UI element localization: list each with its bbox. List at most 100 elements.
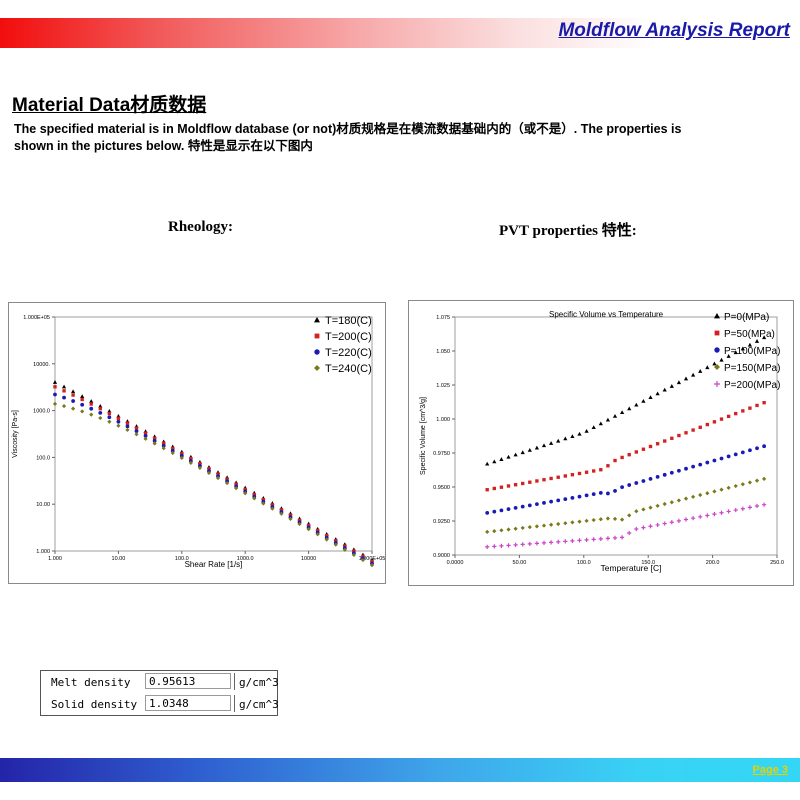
data-point xyxy=(634,509,639,514)
y-tick-label: 1.075 xyxy=(436,315,450,321)
intro-text: The specified material is in Moldflow da… xyxy=(14,121,794,155)
data-point xyxy=(535,502,539,506)
legend-marker xyxy=(714,313,720,319)
x-axis-label: Shear Rate [1/s] xyxy=(185,560,243,569)
data-point xyxy=(698,462,703,467)
data-point xyxy=(726,509,731,514)
data-point xyxy=(534,541,540,546)
data-point xyxy=(53,392,57,397)
data-point xyxy=(570,495,575,500)
y-tick-label: 1.000 xyxy=(436,417,450,423)
data-point xyxy=(677,433,681,438)
data-point xyxy=(143,431,148,435)
data-point xyxy=(655,391,660,396)
data-point xyxy=(297,518,302,522)
data-point xyxy=(80,409,85,414)
data-point xyxy=(627,513,632,518)
melt-density-unit: g/cm^3 xyxy=(239,676,279,689)
legend-marker xyxy=(714,347,720,353)
data-point xyxy=(712,489,717,494)
data-point xyxy=(107,415,112,420)
data-point xyxy=(89,406,94,411)
data-point xyxy=(89,412,94,417)
data-point xyxy=(485,510,490,515)
data-point xyxy=(315,528,320,533)
data-point xyxy=(627,483,632,487)
data-point xyxy=(577,471,582,476)
data-point xyxy=(252,496,257,501)
data-point xyxy=(719,487,724,492)
data-point xyxy=(641,479,646,483)
data-point xyxy=(570,538,575,543)
legend-label: T=180(C) xyxy=(325,315,372,327)
data-point xyxy=(116,416,121,421)
legend-label: P=50(MPa) xyxy=(724,329,775,340)
data-point xyxy=(648,395,653,400)
data-point xyxy=(171,446,175,451)
data-point xyxy=(698,369,703,373)
legend-label: P=0(MPa) xyxy=(724,312,769,323)
legend-marker xyxy=(314,349,320,355)
data-point xyxy=(116,423,121,428)
data-point xyxy=(334,539,338,543)
data-point xyxy=(492,509,497,514)
data-point xyxy=(577,538,582,543)
data-point xyxy=(598,517,603,522)
column-divider xyxy=(234,673,235,690)
data-point xyxy=(662,521,667,526)
data-point xyxy=(747,342,753,347)
data-point xyxy=(492,486,496,491)
x-tick-label: 250.0 xyxy=(770,560,784,566)
data-point xyxy=(161,446,166,451)
data-point xyxy=(648,444,653,449)
data-point xyxy=(705,422,709,427)
data-point xyxy=(369,563,375,568)
data-point xyxy=(584,429,589,433)
data-point xyxy=(612,414,618,418)
data-point xyxy=(563,539,568,544)
y-axis-label: Viscosity [Pa-s] xyxy=(12,410,19,458)
data-point xyxy=(306,527,311,532)
data-point xyxy=(492,459,497,464)
data-point xyxy=(549,540,554,545)
data-point xyxy=(71,399,76,403)
data-point xyxy=(485,488,489,492)
intro-line-1: The specified material is in Moldflow da… xyxy=(14,122,682,136)
solid-density-row: Solid density 1.0348 g/cm^3 xyxy=(41,693,279,715)
data-point xyxy=(598,421,603,426)
data-point xyxy=(627,453,631,457)
data-point xyxy=(598,490,603,495)
page-number-link[interactable]: Page 3 xyxy=(752,764,788,776)
data-point xyxy=(662,501,667,507)
data-point xyxy=(351,552,356,558)
data-point xyxy=(712,420,717,424)
data-point xyxy=(485,461,490,466)
legend-marker xyxy=(314,333,320,339)
data-point xyxy=(521,481,525,486)
data-point xyxy=(655,522,660,528)
data-point xyxy=(719,357,724,362)
pvt-chart: Specific Volume vs Temperature 0.0000 50.0… xyxy=(420,310,784,573)
data-point xyxy=(534,445,540,450)
data-point xyxy=(762,335,767,340)
data-point xyxy=(577,494,582,499)
data-point xyxy=(705,365,710,370)
data-point xyxy=(641,399,646,403)
y-tick-label: 1.025 xyxy=(436,383,450,389)
data-point xyxy=(655,503,660,508)
data-point xyxy=(605,417,611,422)
data-point xyxy=(62,395,66,400)
data-point xyxy=(125,424,130,429)
data-point xyxy=(98,407,102,411)
x-tick-label: 10000 xyxy=(301,556,316,562)
x-tick-label: 0.0000 xyxy=(447,560,464,566)
data-point xyxy=(584,518,589,523)
data-point xyxy=(726,414,731,419)
data-point xyxy=(541,443,547,448)
data-point xyxy=(726,354,731,358)
data-point xyxy=(520,504,525,509)
data-point xyxy=(669,500,674,505)
data-point xyxy=(663,439,667,443)
data-point xyxy=(261,501,266,506)
data-point xyxy=(733,350,738,355)
